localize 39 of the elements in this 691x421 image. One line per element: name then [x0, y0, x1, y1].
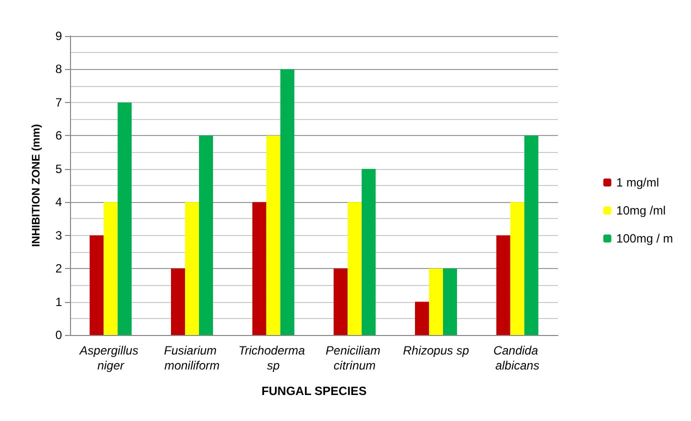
bar: [510, 202, 524, 335]
x-tick-label: Peniciliam citrinum: [326, 344, 384, 372]
x-tick-label: Rhizopus sp: [402, 344, 470, 358]
x-tick-label: Trichoderma sp: [238, 344, 308, 372]
x-axis-title: FUNGAL SPECIES: [261, 384, 367, 398]
bar: [362, 168, 376, 335]
y-tick-label: 3: [55, 228, 62, 242]
x-tick-label: Candida albicans: [493, 344, 542, 372]
y-tick-label: 4: [55, 195, 62, 210]
legend-label: 1 mg/ml: [616, 176, 659, 190]
y-tick-label: 1: [55, 294, 62, 309]
bar: [429, 268, 443, 335]
bar: [348, 202, 362, 335]
y-tick-label: 2: [55, 262, 62, 276]
y-tick-label: 9: [55, 29, 62, 43]
bar: [104, 202, 118, 335]
y-axis-title: INHIBITION ZONE (mm): [30, 124, 42, 247]
bar: [334, 268, 348, 335]
bar: [90, 235, 104, 335]
bar: [496, 235, 510, 335]
bar: [118, 102, 132, 335]
bar: [415, 302, 429, 335]
y-tick-label: 7: [55, 95, 62, 110]
y-tick-label: 8: [55, 62, 62, 76]
legend-label: 100mg / m: [616, 232, 674, 246]
bar: [443, 268, 457, 335]
y-tick-label: 6: [55, 128, 62, 143]
bar: [266, 136, 280, 335]
x-tick-label: Fusiarium moniliform: [164, 344, 220, 372]
legend-label: 10mg /ml: [616, 204, 666, 218]
bar: [185, 202, 199, 335]
bar: [199, 136, 213, 335]
y-tick-label: 0: [55, 328, 62, 342]
bar: [171, 268, 185, 335]
y-tick-label: 5: [55, 162, 62, 176]
x-tick-label: Aspergillus niger: [78, 344, 142, 372]
bar: [524, 136, 538, 335]
bar: [252, 202, 266, 335]
bar: [280, 69, 294, 335]
